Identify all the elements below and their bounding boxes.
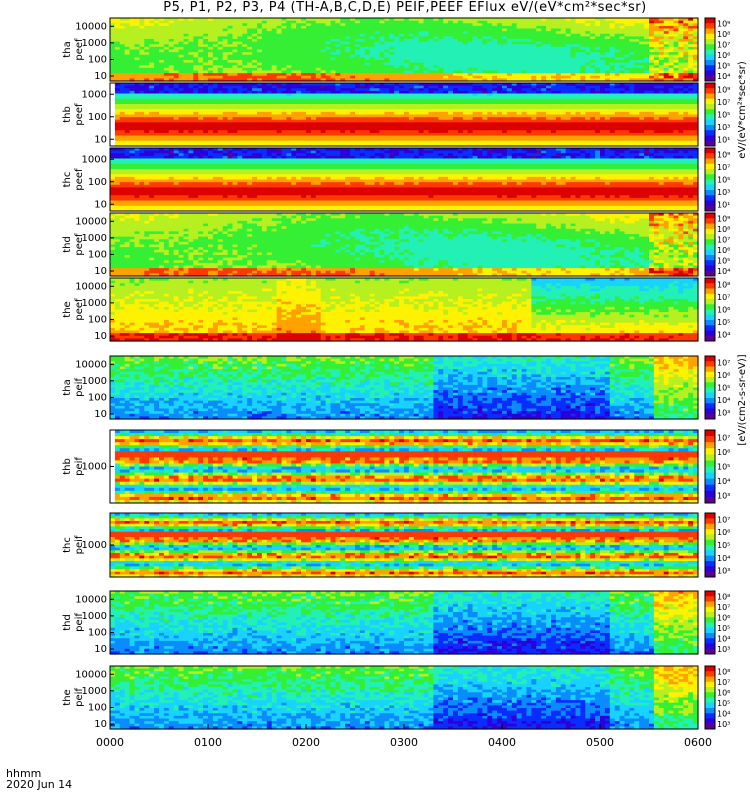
colorbar-segment bbox=[705, 23, 715, 29]
colorbar-segment bbox=[705, 71, 715, 77]
colorbar-segment bbox=[705, 34, 715, 40]
colorbar-tick-label: 10⁸ bbox=[717, 30, 730, 39]
y-tick-label: 100 bbox=[88, 54, 107, 65]
y-tick-label: 10 bbox=[94, 71, 107, 82]
colorbar-tick-label: 10⁷ bbox=[717, 40, 730, 49]
colorbar-segment bbox=[705, 44, 715, 50]
colorbar-tick-label: 10⁶ bbox=[717, 51, 730, 60]
y-tick-label: 1000 bbox=[82, 38, 107, 49]
panel-thb-peef: thb peef10100100010¹10³10⁵10⁷10⁹ bbox=[62, 83, 730, 147]
colorbar-tick-label: 10⁵ bbox=[717, 61, 730, 70]
colorbar-segment bbox=[705, 60, 715, 66]
colorbar-segment bbox=[705, 39, 715, 45]
colorbar-segment bbox=[705, 65, 715, 71]
colorbar-segment bbox=[705, 55, 715, 61]
colorbar-tick-label: 10⁴ bbox=[717, 72, 730, 81]
colorbar-segment bbox=[705, 18, 715, 24]
panel-probe-label: tha bbox=[62, 41, 73, 57]
panels-layer: tha peef1010010001000010⁴10⁵10⁶10⁷10⁸10⁹t… bbox=[62, 18, 730, 730]
y-tick-label: 10000 bbox=[75, 21, 107, 32]
colorbar-segment bbox=[705, 50, 715, 56]
colorbar-tick-label: 10⁹ bbox=[717, 19, 730, 28]
colorbar-segment bbox=[705, 29, 715, 35]
